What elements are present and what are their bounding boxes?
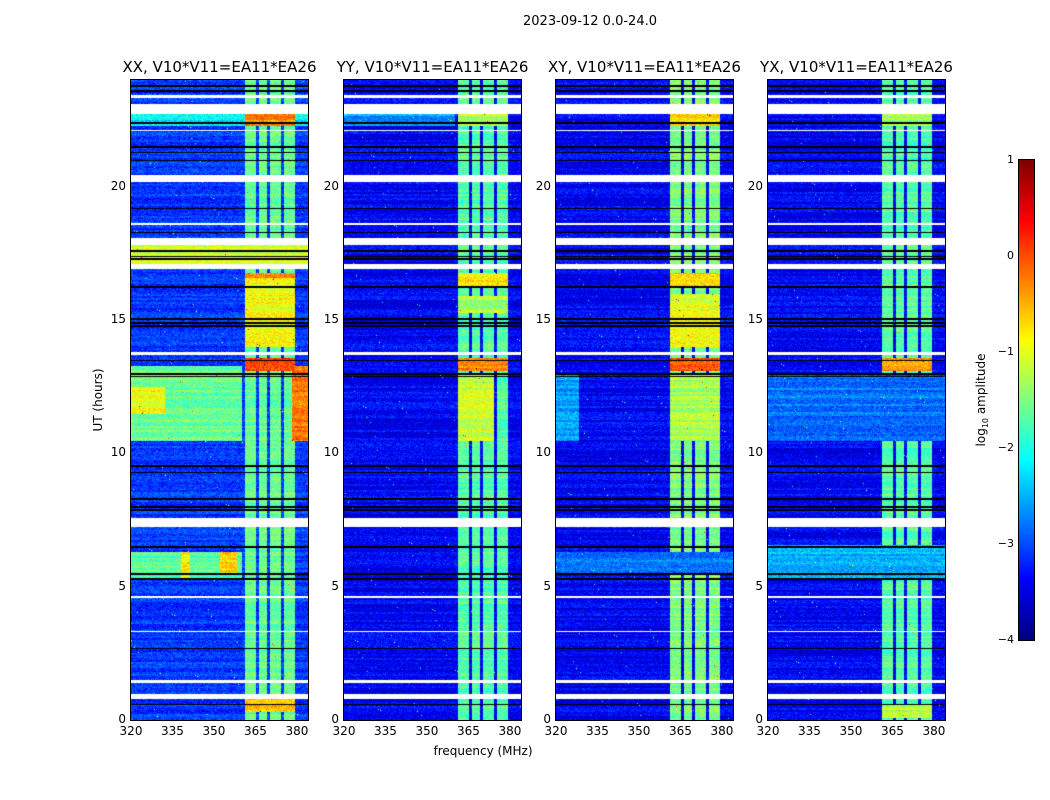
colorbar-label-main: log: [973, 428, 988, 447]
colorbar-tick-label: −1: [997, 345, 1014, 358]
y-tick-label: 0: [118, 712, 126, 726]
y-tick-label: 0: [331, 712, 339, 726]
colorbar-tick-label: −2: [997, 441, 1014, 454]
colorbar-tick-label: 0: [1007, 249, 1014, 262]
y-tick-label: 20: [323, 178, 339, 193]
x-tick-label: 380: [285, 724, 309, 738]
y-tick-label: 15: [323, 312, 339, 326]
spectrogram-yy: [344, 80, 521, 720]
x-tick-label: 350: [202, 724, 226, 738]
colorbar-label: log10 amplitude: [974, 354, 990, 447]
y-tick-label: 10: [535, 445, 551, 460]
figure-title: 2023-09-12 0.0-24.0: [523, 14, 657, 29]
x-tick-label: 365: [244, 724, 267, 738]
x-tick-label: 365: [669, 724, 692, 738]
y-tick-label: 0: [755, 712, 763, 726]
y-tick-label: 10: [747, 445, 763, 460]
x-tick-label: 335: [586, 724, 609, 738]
y-tick-label: 20: [535, 178, 551, 193]
panel-title: XX, V10*V11=EA11*EA26: [122, 58, 317, 76]
colorbar: [1019, 160, 1034, 640]
x-tick-label: 320: [332, 724, 356, 738]
x-tick-label: 335: [798, 724, 821, 738]
x-tick-label: 350: [839, 724, 863, 738]
x-tick-label: 365: [457, 724, 480, 738]
spectrogram-xy: [556, 80, 733, 720]
x-tick-label: 350: [415, 724, 439, 738]
y-tick-label: 5: [118, 578, 126, 593]
colorbar-label-tail: amplitude: [973, 353, 988, 418]
y-tick-label: 15: [747, 312, 763, 326]
y-tick-label: 10: [323, 445, 339, 460]
x-tick-label: 335: [161, 724, 184, 738]
colorbar-label-sub: 10: [981, 417, 991, 429]
y-tick-label: 20: [747, 178, 763, 193]
x-tick-label: 380: [710, 724, 734, 738]
y-tick-label: 0: [543, 712, 551, 726]
spectrogram-yx: [768, 80, 945, 720]
x-tick-label: 320: [756, 724, 780, 738]
spectrogram-xx: [131, 80, 308, 720]
y-tick-label: 5: [331, 578, 339, 593]
y-tick-label: 5: [755, 578, 763, 593]
x-tick-label: 320: [544, 724, 568, 738]
x-tick-label: 335: [374, 724, 397, 738]
x-tick-label: 320: [119, 724, 143, 738]
colorbar-tick-label: −4: [997, 633, 1014, 646]
panel-title: YX, V10*V11=EA11*EA26: [760, 58, 953, 76]
x-tick-label: 365: [881, 724, 904, 738]
panel-title: YY, V10*V11=EA11*EA26: [336, 58, 529, 76]
y-tick-label: 10: [110, 445, 126, 460]
x-axis-label: frequency (MHz): [433, 744, 533, 758]
x-tick-label: 380: [922, 724, 946, 738]
y-tick-label: 5: [543, 578, 551, 593]
y-tick-label: 20: [110, 178, 126, 193]
x-tick-label: 380: [498, 724, 522, 738]
colorbar-tick-label: 1: [1007, 153, 1014, 166]
panel-title: XY, V10*V11=EA11*EA26: [548, 58, 741, 76]
y-tick-label: 15: [110, 312, 126, 326]
x-tick-label: 350: [627, 724, 651, 738]
y-axis-label: UT (hours): [91, 368, 105, 432]
colorbar-tick-label: −3: [997, 537, 1014, 550]
y-tick-label: 15: [535, 312, 551, 326]
